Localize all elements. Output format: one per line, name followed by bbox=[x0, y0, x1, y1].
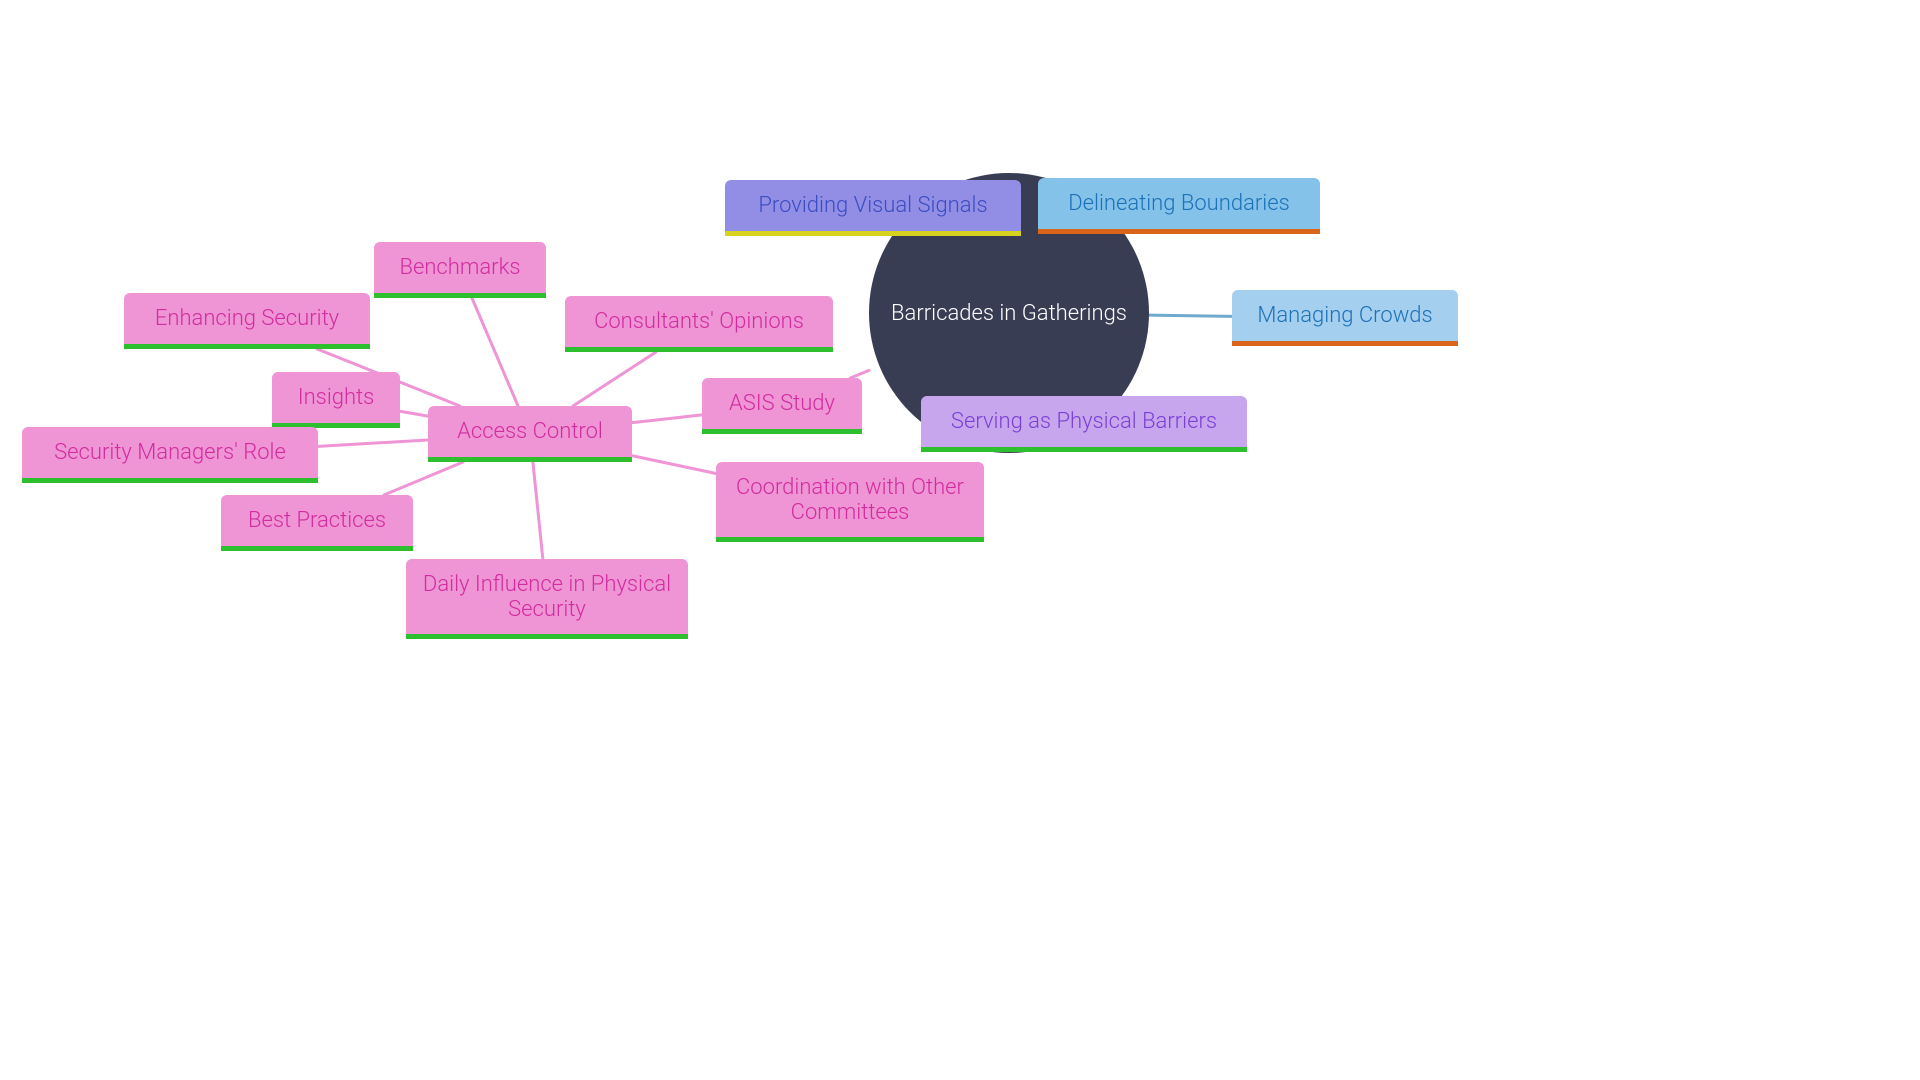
box-node-label: Best Practices bbox=[248, 508, 386, 533]
box-node-label: Daily Influence in Physical Security bbox=[420, 572, 674, 622]
edge-access_control-daily_influence bbox=[533, 462, 543, 559]
box-node-daily_influence: Daily Influence in Physical Security bbox=[406, 559, 688, 639]
box-node-label: Consultants' Opinions bbox=[594, 309, 804, 334]
box-node-label: Insights bbox=[298, 385, 375, 410]
circle-node-label: Barricades in Gatherings bbox=[891, 301, 1127, 326]
box-node-label: Managing Crowds bbox=[1257, 303, 1432, 328]
box-node-coordination: Coordination with Other Committees bbox=[716, 462, 984, 542]
box-node-label: Providing Visual Signals bbox=[758, 193, 987, 218]
edge-barricades-managing_crowds bbox=[1149, 315, 1232, 316]
edge-asis_study-barricades bbox=[850, 370, 869, 378]
edge-access_control-best_practices bbox=[384, 462, 463, 495]
box-node-label: Serving as Physical Barriers bbox=[951, 409, 1217, 434]
box-node-benchmarks: Benchmarks bbox=[374, 242, 546, 298]
edge-access_control-insights bbox=[400, 411, 428, 416]
box-node-best_practices: Best Practices bbox=[221, 495, 413, 551]
box-node-label: Access Control bbox=[457, 419, 603, 444]
edge-access_control-asis_study bbox=[632, 415, 702, 423]
edge-access_control-security_managers_role bbox=[318, 440, 428, 446]
edge-access_control-coordination bbox=[632, 456, 716, 474]
box-node-insights: Insights bbox=[272, 372, 400, 428]
box-node-asis_study: ASIS Study bbox=[702, 378, 862, 434]
diagram-canvas: Barricades in Gatherings Access Control Be… bbox=[0, 0, 1920, 1080]
edge-access_control-benchmarks bbox=[472, 298, 518, 406]
box-node-providing_visual_signals: Providing Visual Signals bbox=[725, 180, 1021, 236]
box-node-managing_crowds: Managing Crowds bbox=[1232, 290, 1458, 346]
box-node-serving_barriers: Serving as Physical Barriers bbox=[921, 396, 1247, 452]
box-node-delineating_boundaries: Delineating Boundaries bbox=[1038, 178, 1320, 234]
box-node-enhancing_security: Enhancing Security bbox=[124, 293, 370, 349]
box-node-security_managers_role: Security Managers' Role bbox=[22, 427, 318, 483]
box-node-label: Security Managers' Role bbox=[54, 440, 286, 465]
edge-access_control-consultants_opinions bbox=[573, 352, 656, 406]
box-node-consultants_opinions: Consultants' Opinions bbox=[565, 296, 833, 352]
box-node-label: Delineating Boundaries bbox=[1068, 191, 1290, 216]
box-node-label: Coordination with Other Committees bbox=[730, 475, 970, 525]
box-node-access_control: Access Control bbox=[428, 406, 632, 462]
box-node-label: Benchmarks bbox=[399, 255, 520, 280]
box-node-label: Enhancing Security bbox=[155, 306, 339, 331]
box-node-label: ASIS Study bbox=[729, 391, 835, 416]
